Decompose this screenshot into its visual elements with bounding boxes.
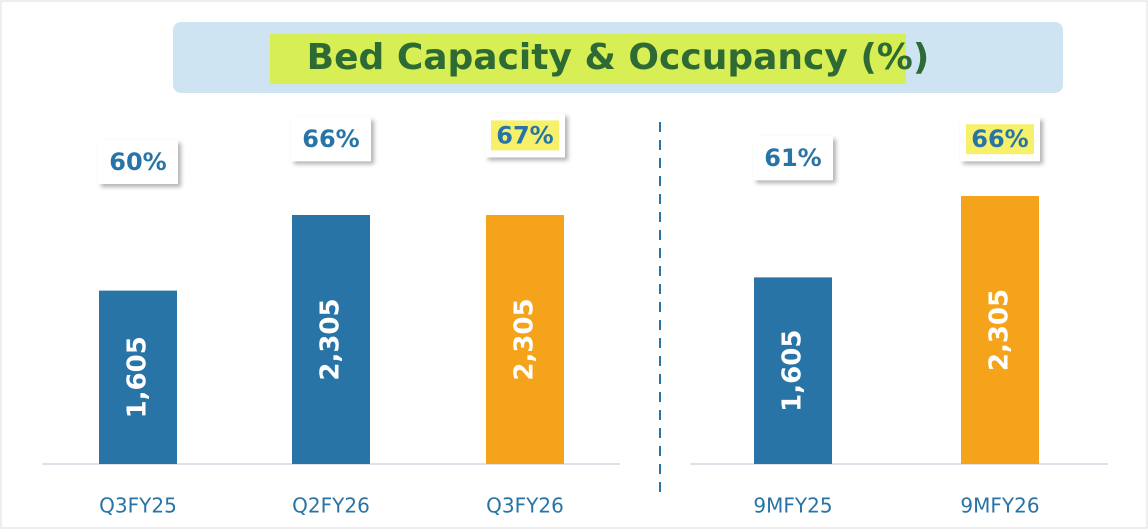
occupancy-box bbox=[291, 117, 371, 162]
occupancy-label: 61% bbox=[764, 144, 821, 172]
bar bbox=[292, 215, 370, 464]
bar bbox=[961, 196, 1039, 464]
bar bbox=[486, 215, 564, 464]
chart-title: Bed Capacity & Occupancy (%) bbox=[307, 37, 930, 78]
bar bbox=[754, 277, 832, 464]
occupancy-label: 60% bbox=[109, 148, 166, 176]
x-tick-label: Q2FY26 bbox=[292, 494, 370, 518]
bar-value-label: 2,305 bbox=[985, 289, 1015, 371]
occupancy-label: 66% bbox=[302, 125, 359, 153]
x-tick-label: 9MFY26 bbox=[960, 494, 1039, 518]
occupancy-box bbox=[98, 140, 178, 184]
bar-value-label: 1,605 bbox=[778, 330, 808, 412]
occupancy-highlight bbox=[491, 120, 559, 151]
occupancy-highlight bbox=[966, 124, 1034, 155]
bar bbox=[99, 290, 177, 464]
occupancy-box bbox=[753, 136, 833, 181]
bar-value-label: 1,605 bbox=[123, 336, 153, 418]
occupancy-label: 67% bbox=[496, 121, 553, 149]
x-tick-label: Q3FY26 bbox=[486, 494, 564, 518]
x-tick-label: Q3FY25 bbox=[99, 494, 177, 518]
title-highlight bbox=[270, 34, 906, 84]
bar-value-label: 2,305 bbox=[316, 298, 346, 380]
bar-value-label: 2,305 bbox=[510, 298, 540, 380]
occupancy-label: 66% bbox=[971, 125, 1028, 153]
x-tick-label: 9MFY25 bbox=[753, 494, 832, 518]
